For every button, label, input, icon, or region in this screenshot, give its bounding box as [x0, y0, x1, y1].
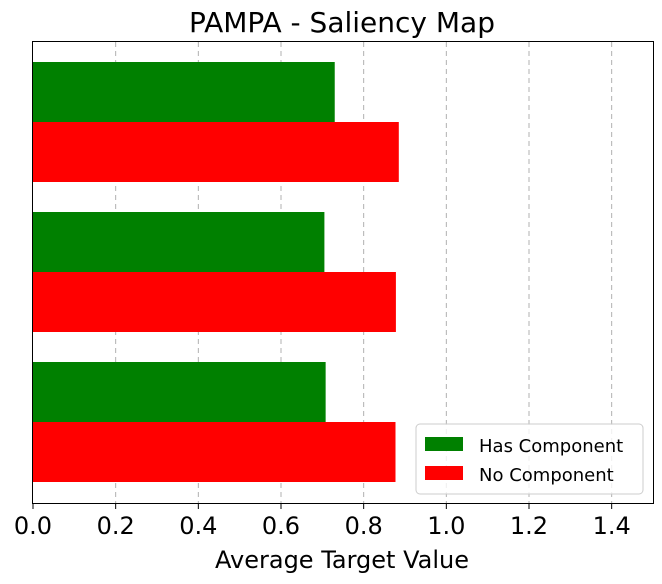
legend-box — [415, 423, 644, 495]
legend: Has Component No Component — [415, 423, 644, 495]
bars — [33, 62, 399, 482]
legend-swatch-has-component — [425, 437, 463, 451]
x-tick-label: 1.0 — [427, 512, 465, 540]
bar-no-component — [33, 422, 396, 482]
plot-frame — [32, 41, 654, 504]
bar-no-component — [33, 122, 399, 182]
x-axis-ticks: 0.0 0.2 0.4 0.6 0.8 1.0 1.2 1.4 — [14, 503, 631, 540]
x-tick-label: 0.2 — [97, 512, 135, 540]
x-tick-label: 0.4 — [179, 512, 217, 540]
chart-title: PAMPA - Saliency Map — [189, 6, 495, 39]
legend-swatch-no-component — [425, 466, 463, 480]
x-tick-label: 1.2 — [510, 512, 548, 540]
x-tick-label: 0.6 — [262, 512, 300, 540]
x-axis-label: Average Target Value — [215, 546, 469, 574]
bar-has-component — [33, 212, 325, 272]
x-tick-label: 0.8 — [345, 512, 383, 540]
x-tick-label: 1.4 — [593, 512, 631, 540]
x-tick-label: 0.0 — [14, 512, 52, 540]
bar-has-component — [33, 362, 326, 422]
legend-label-has-component: Has Component — [479, 436, 623, 457]
bar-no-component — [33, 272, 396, 332]
bar-has-component — [33, 62, 335, 122]
legend-label-no-component: No Component — [479, 465, 614, 486]
